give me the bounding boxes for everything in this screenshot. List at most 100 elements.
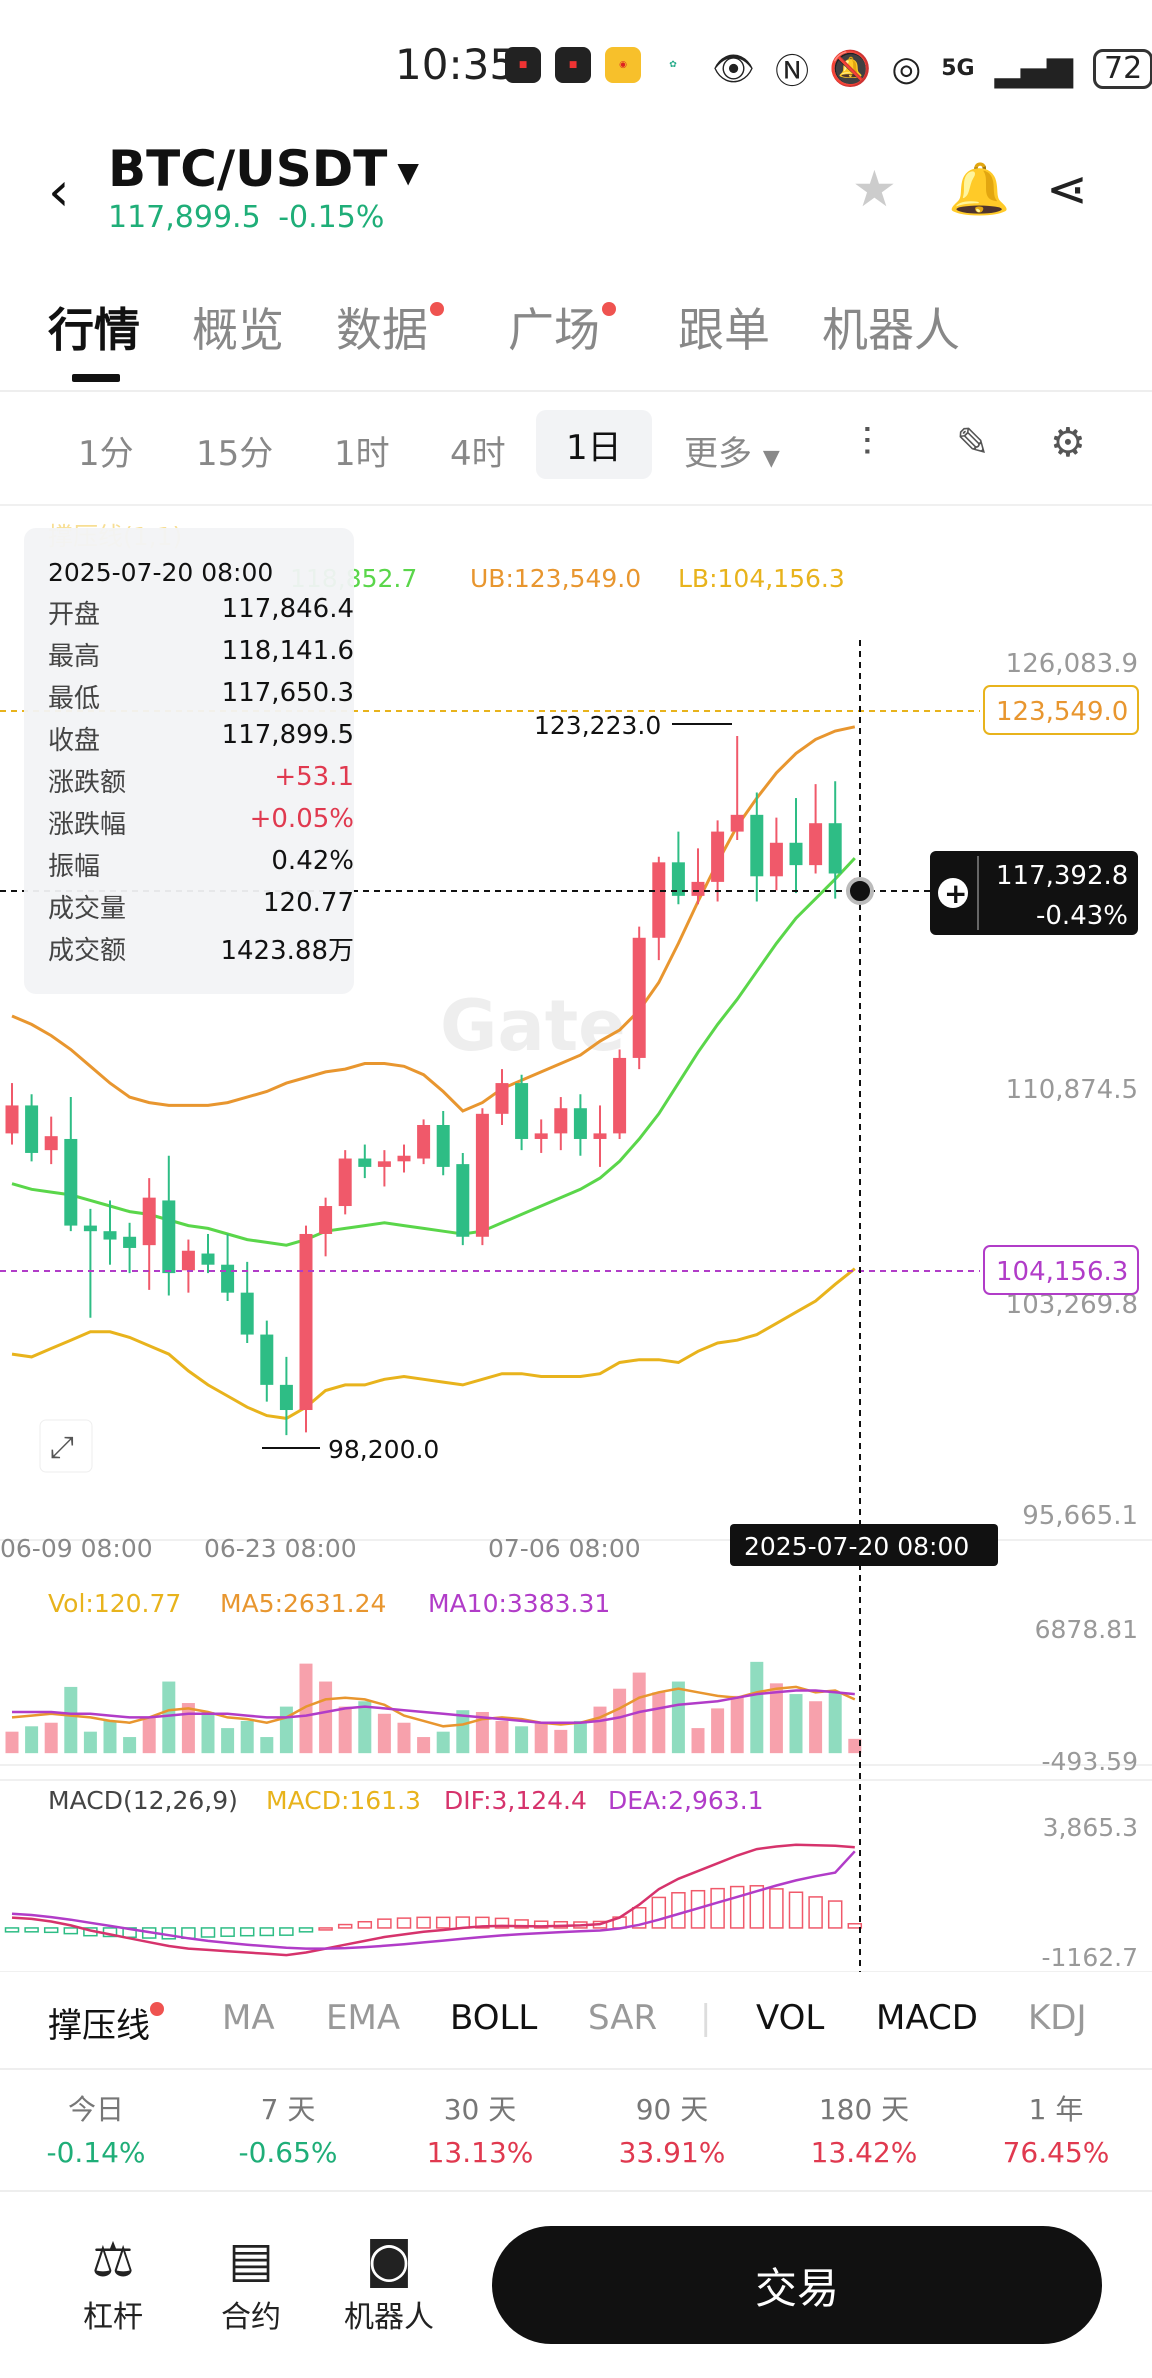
macd-histogram-bar — [827, 1900, 843, 1929]
indicator-tab-ma[interactable]: MA — [222, 1998, 275, 2038]
settings-gear-icon[interactable]: ⚙ — [1050, 420, 1086, 466]
candle-body — [671, 862, 685, 896]
candle-body — [377, 1161, 391, 1167]
interval-15m[interactable]: 15分 — [196, 434, 274, 474]
interval-4h[interactable]: 4时 — [450, 434, 506, 474]
tab-data[interactable]: 数据 — [336, 294, 444, 360]
volume-bar — [417, 1737, 431, 1754]
volume-bar — [64, 1686, 78, 1754]
indicator-chart-icon[interactable]: ⫶ — [862, 420, 872, 466]
volume-bar — [828, 1692, 842, 1754]
volume-panel — [5, 1661, 862, 1754]
nfc-icon: Ⓝ — [775, 52, 810, 92]
volume-bar — [730, 1695, 744, 1754]
macd-dif-line — [11, 1843, 855, 1957]
candle-body — [260, 1334, 274, 1385]
ohlc-value: 117,650.3 — [221, 678, 354, 708]
price-tick: 110,874.5 — [1006, 1075, 1138, 1105]
nav-futures[interactable]: ▤ 合约 — [196, 2232, 306, 2336]
macd-histogram-bar — [475, 1916, 490, 1929]
vol-axis-max: 6878.81 — [1035, 1615, 1138, 1644]
star-icon[interactable]: ★ — [852, 160, 897, 218]
ohlc-value: 1423.88万 — [220, 936, 354, 966]
expand-chart-button[interactable] — [39, 1419, 93, 1473]
interval-more-label: 更多 — [684, 434, 752, 474]
status-bar: 10:35 ■ ■ ◉ ✿ 👁 Ⓝ 🔕 ◎ 5G ▂▄▆ 72 ❦ — [0, 0, 1152, 130]
pair-selector[interactable]: BTC/USDT ▼ — [108, 140, 419, 198]
volume-bar — [377, 1713, 391, 1754]
tab-overview[interactable]: 概览 — [192, 294, 284, 360]
indicator-tab-macd[interactable]: MACD — [876, 1998, 978, 2038]
tab-copy-trading[interactable]: 跟单 — [678, 294, 770, 360]
add-order-icon[interactable] — [938, 878, 968, 908]
bottom-nav: ⚖ 杠杆 ▤ 合约 ◙ 机器人 交易 — [0, 2190, 1152, 2378]
indicator-tab-vol[interactable]: VOL — [756, 1998, 825, 2038]
candle-body — [44, 1136, 58, 1151]
volume-bar — [671, 1681, 685, 1754]
candle-body — [456, 1164, 470, 1237]
volume-bar — [25, 1726, 39, 1754]
trade-button[interactable]: 交易 — [492, 2226, 1102, 2344]
weibo-icon: ◉ — [605, 47, 641, 83]
back-icon[interactable]: ‹ — [48, 160, 70, 223]
candle-body — [299, 1233, 313, 1411]
tab-bots[interactable]: 机器人 — [822, 294, 960, 360]
kline-chart[interactable]: Gate 126,083.9110,874.5103,269.895,665.1… — [0, 506, 1152, 1972]
indicator-tabs: 撑压线 MA EMA BOLL SAR | VOL MACD KDJ — [0, 1972, 1152, 2070]
mute-icon: 🔕 — [829, 48, 872, 89]
interval-1d[interactable]: 1日 — [536, 410, 652, 479]
nav-leverage[interactable]: ⚖ 杠杆 — [58, 2232, 168, 2336]
candle-body — [319, 1206, 333, 1234]
performance-period: 今日 — [67, 2093, 124, 2126]
candle-body — [5, 1105, 19, 1134]
macd-histogram-bar — [808, 1896, 823, 1929]
tab-market[interactable]: 行情 — [48, 294, 140, 360]
ohlc-value: 118,141.6 — [221, 636, 354, 666]
cursor-date: 2025-07-20 08:00 — [744, 1532, 969, 1561]
indicator-tab-ema[interactable]: EMA — [326, 1998, 401, 2038]
indicator-tab-sar[interactable]: SAR — [588, 1998, 658, 2038]
interval-1h[interactable]: 1时 — [334, 434, 390, 474]
draw-tool-icon[interactable]: ✎ — [956, 420, 990, 466]
volume-bar — [436, 1731, 450, 1754]
macd-histogram-bar — [788, 1891, 804, 1929]
volume-bar — [613, 1688, 627, 1754]
cursor-price: 117,392.8 — [996, 861, 1128, 891]
performance-item: 30 天 13.13% — [384, 2088, 576, 2169]
tab-label: 机器人 — [822, 303, 960, 357]
hotspot-icon: ◎ — [891, 48, 922, 89]
indicator-tab-boll[interactable]: BOLL — [450, 1998, 538, 2038]
date-tick: 06-09 08:00 — [0, 1534, 153, 1563]
tab-square[interactable]: 广场 — [508, 294, 616, 360]
notification-dot — [430, 302, 444, 316]
interval-1m[interactable]: 1分 — [78, 434, 134, 474]
indicator-tab-kdj[interactable]: KDJ — [1028, 1998, 1087, 2038]
volume-bar — [358, 1701, 372, 1754]
performance-row: 今日 -0.14% 7 天 -0.65% 30 天 13.13% 90 天 33.91% 180… — [0, 2070, 1152, 2192]
candle-body — [809, 823, 823, 866]
robot-icon: ◙ — [365, 2232, 413, 2288]
volume-bar — [240, 1720, 254, 1754]
volume-bar — [475, 1711, 489, 1754]
performance-item: 今日 -0.14% — [0, 2088, 192, 2169]
vol-label: Vol:120.77 — [48, 1589, 181, 1618]
price-alert-icon[interactable]: 🔔 — [948, 160, 1011, 218]
indicator-tab-support-resistance[interactable]: 撑压线 — [48, 1998, 164, 2047]
macd-histogram-bar — [847, 1923, 863, 1929]
macd-histogram-bar — [337, 1923, 353, 1929]
ohlc-row-low: 最低 117,650.3 — [48, 678, 354, 715]
last-price: 117,899.5 — [108, 200, 261, 235]
candle-body — [123, 1236, 137, 1248]
boll-lb-label: LB:104,156.3 — [678, 564, 845, 593]
macd-histogram-bar — [4, 1927, 20, 1933]
volume-bar — [711, 1708, 725, 1754]
macd-histogram-bar — [279, 1927, 294, 1936]
interval-more[interactable]: 更多 ▼ — [684, 426, 780, 475]
performance-item: 1 年 76.45% — [960, 2088, 1152, 2169]
volume-bar — [103, 1720, 117, 1754]
nav-robot[interactable]: ◙ 机器人 — [334, 2232, 444, 2336]
share-icon[interactable]: ⋖ — [1046, 160, 1088, 218]
candle-body — [573, 1108, 587, 1139]
ohlc-value: 117,899.5 — [221, 720, 354, 750]
boll-lb-line — [11, 1267, 856, 1420]
